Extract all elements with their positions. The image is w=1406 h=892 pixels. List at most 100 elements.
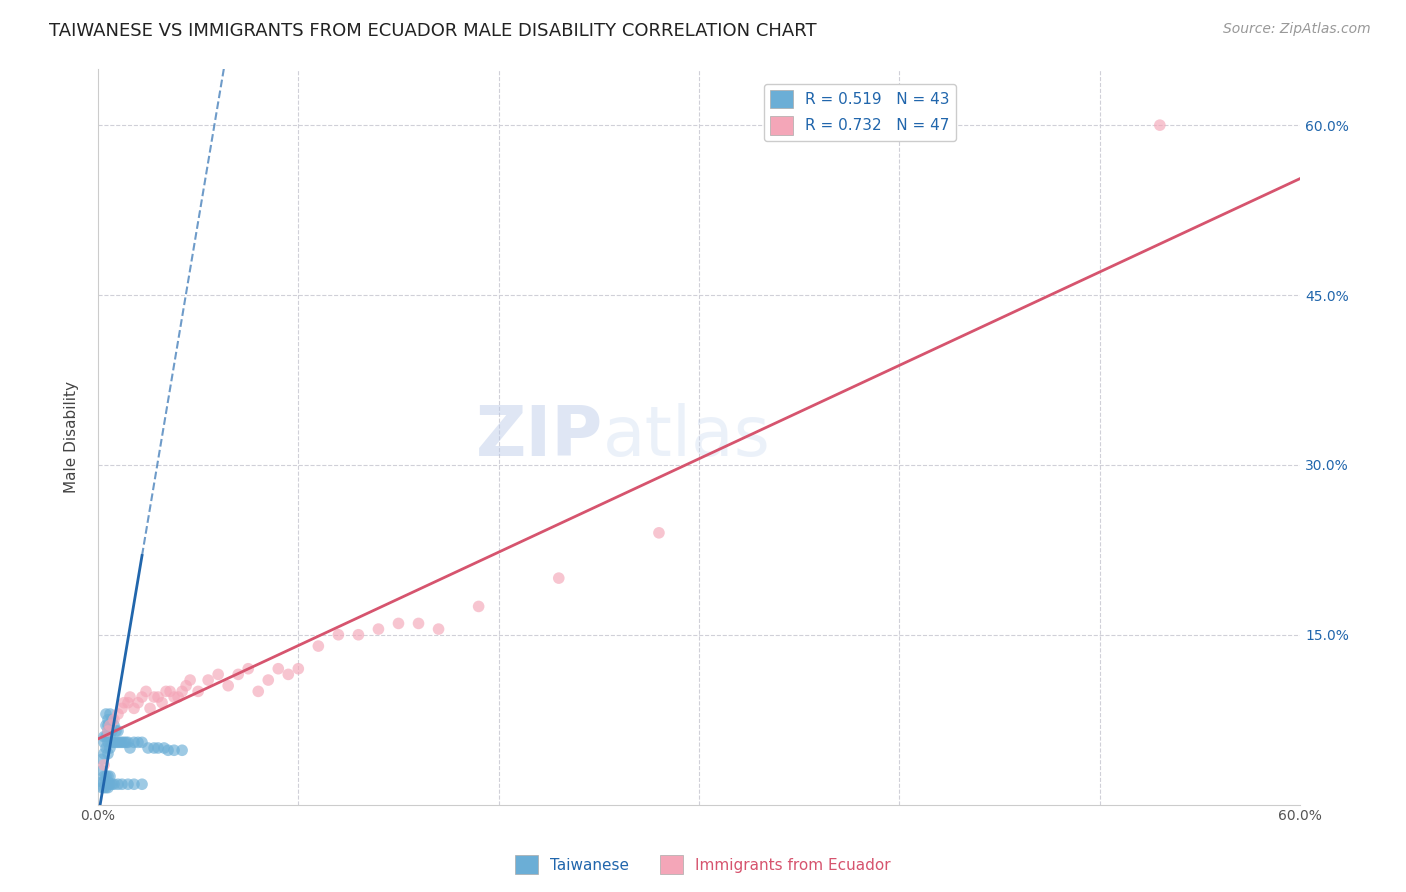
Point (163, 743, 186, 757)
Point (648, 525, 671, 540)
Point (93, 769, 115, 783)
Point (139, 701, 162, 715)
Point (163, 690, 186, 704)
Point (287, 662, 309, 676)
Point (150, 696, 173, 710)
Point (104, 724, 127, 739)
Point (172, 743, 194, 757)
Point (427, 622, 450, 636)
Point (91, 775, 114, 789)
Point (257, 673, 280, 687)
Point (97, 769, 120, 783)
Point (98, 718, 121, 732)
Legend: R = 0.519   N = 43, R = 0.732   N = 47: R = 0.519 N = 43, R = 0.732 N = 47 (763, 84, 956, 141)
Point (131, 777, 153, 791)
Text: atlas: atlas (603, 403, 770, 470)
Point (172, 684, 194, 698)
Point (328, 628, 350, 642)
Text: TAIWANESE VS IMMIGRANTS FROM ECUADOR MALE DISABILITY CORRELATION CHART: TAIWANESE VS IMMIGRANTS FROM ECUADOR MAL… (49, 22, 817, 40)
Point (122, 701, 145, 715)
Point (153, 741, 176, 756)
Point (94, 730, 117, 744)
Point (107, 735, 129, 749)
Point (117, 696, 139, 710)
Point (112, 696, 135, 710)
Point (94, 769, 117, 783)
Legend: Taiwanese, Immigrants from Ecuador: Taiwanese, Immigrants from Ecuador (509, 849, 897, 880)
Point (136, 741, 159, 756)
Point (93, 758, 115, 772)
Point (159, 684, 181, 698)
Point (247, 684, 270, 698)
Point (97, 775, 120, 789)
Point (94, 706, 117, 721)
Point (91, 764, 114, 778)
Point (108, 735, 131, 749)
Point (238, 662, 260, 676)
Point (226, 667, 249, 681)
Point (143, 690, 166, 704)
Point (1149, 118, 1171, 132)
Point (101, 777, 124, 791)
Point (94, 741, 117, 756)
Point (467, 599, 489, 614)
Point (117, 777, 139, 791)
Point (107, 724, 129, 739)
Point (112, 735, 135, 749)
Point (174, 679, 197, 693)
Point (307, 639, 329, 653)
Point (93, 780, 115, 795)
Point (111, 735, 134, 749)
Point (103, 777, 125, 791)
Point (94, 780, 117, 795)
Y-axis label: Male Disability: Male Disability (65, 381, 79, 492)
Point (103, 713, 125, 727)
Point (98, 718, 121, 732)
Point (91, 780, 114, 795)
Point (197, 673, 219, 687)
Point (127, 735, 149, 749)
Point (347, 628, 370, 642)
Point (98, 741, 121, 756)
Point (387, 616, 409, 631)
Point (93, 730, 115, 744)
Point (118, 741, 141, 756)
Point (131, 690, 153, 704)
Point (127, 696, 149, 710)
Point (103, 718, 125, 732)
Point (155, 684, 177, 698)
Point (143, 741, 166, 756)
Text: Source: ZipAtlas.com: Source: ZipAtlas.com (1223, 22, 1371, 37)
Point (98, 706, 121, 721)
Point (131, 735, 153, 749)
Point (98, 730, 121, 744)
Point (98, 769, 121, 783)
Point (103, 735, 125, 749)
Point (93, 747, 115, 761)
Point (277, 667, 299, 681)
Point (207, 667, 229, 681)
Point (91, 752, 114, 766)
Point (97, 747, 120, 761)
Point (94, 775, 117, 789)
Point (97, 718, 120, 732)
Point (93, 735, 115, 749)
Point (547, 571, 569, 585)
Text: ZIP: ZIP (475, 403, 603, 470)
Point (115, 735, 138, 749)
Point (101, 735, 124, 749)
Point (97, 713, 120, 727)
Point (97, 724, 120, 739)
Point (97, 724, 120, 739)
Point (122, 735, 145, 749)
Point (98, 777, 121, 791)
Point (97, 735, 120, 749)
Point (135, 684, 157, 698)
Point (217, 679, 239, 693)
Point (101, 713, 124, 727)
Point (111, 701, 134, 715)
Point (101, 724, 124, 739)
Point (408, 616, 430, 631)
Point (93, 775, 115, 789)
Point (146, 690, 169, 704)
